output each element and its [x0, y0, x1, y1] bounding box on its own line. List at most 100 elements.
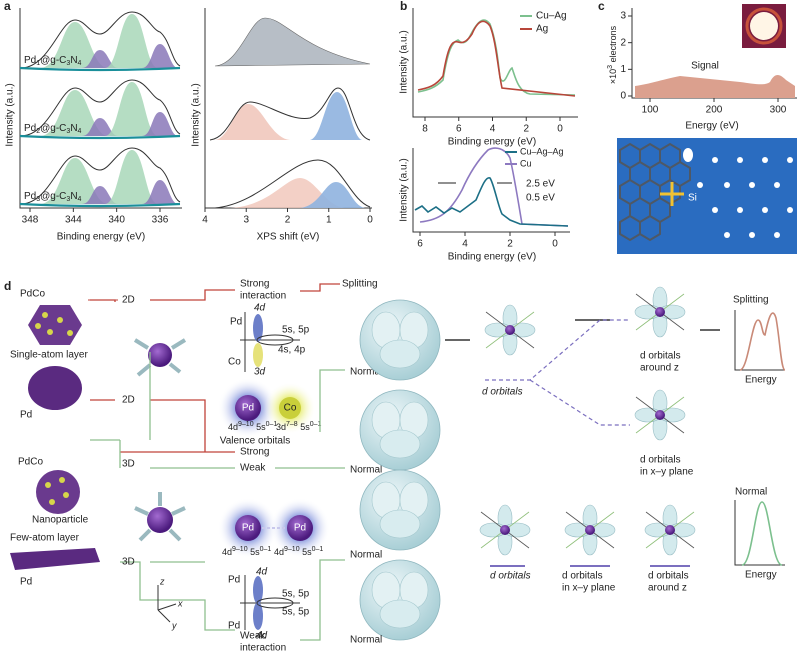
shape: [240, 575, 300, 630]
group: 6 4 2 0: [417, 232, 558, 250]
orbital: [634, 389, 686, 441]
panel-letter: a: [4, 0, 11, 13]
cluster: [28, 366, 82, 410]
shape: [59, 477, 65, 483]
orbital: [634, 286, 686, 338]
label: Pd: [20, 577, 32, 588]
label: Normal: [350, 550, 382, 561]
shape: [63, 492, 69, 498]
atom-label: Co: [284, 403, 297, 414]
curve: [417, 20, 576, 97]
text-part: 4d: [274, 547, 284, 557]
orbital: [479, 504, 531, 556]
script-part: 3: [66, 196, 70, 203]
atom-label: Pd: [294, 523, 306, 534]
orbital-sphere: [359, 299, 441, 381]
shape: [157, 585, 177, 623]
script-part: 9–10: [284, 546, 300, 553]
sample-label: Pd2@g-C3N4: [24, 123, 82, 136]
text-part: 5s: [254, 422, 267, 432]
label: 4s, 4p: [278, 345, 306, 356]
spectrum: [214, 17, 371, 67]
peak: [310, 92, 362, 140]
config: 3d7–8 5s0–1: [276, 421, 322, 432]
label: 3d: [254, 367, 266, 378]
script-part: 3: [36, 196, 40, 203]
group: [45, 477, 69, 505]
x-label: Binding energy (eV): [57, 232, 145, 243]
shape: [774, 182, 780, 188]
shape: [253, 314, 263, 342]
label: around z: [648, 583, 687, 594]
script-part: 9–10: [232, 546, 248, 553]
x-tick-label: 4: [462, 239, 468, 250]
dimension: 2D: [122, 395, 135, 406]
shape: [485, 319, 630, 426]
script-part: 0–1: [310, 421, 322, 428]
y-label: Intensity (a.u.): [5, 83, 16, 146]
script-part: 0–1: [260, 546, 272, 553]
label: Pd: [228, 575, 240, 586]
atom-label: Si: [688, 193, 697, 204]
label: Weak: [240, 631, 266, 642]
group: 348 344 340 336: [22, 208, 169, 226]
shape: [787, 207, 793, 213]
shape: [734, 310, 785, 371]
dimension: 2D: [122, 295, 135, 306]
shape: [90, 299, 116, 401]
text-part: electrons: [608, 25, 618, 65]
shape: [774, 232, 780, 238]
label: Co: [228, 357, 241, 368]
axis: [412, 8, 578, 118]
x-tick-label: 344: [65, 215, 82, 226]
shape: [787, 157, 793, 163]
x-tick-label: 336: [152, 215, 169, 226]
group: 8 6 4 2 0: [422, 117, 563, 135]
atom: [148, 343, 172, 367]
label: Normal: [350, 465, 382, 476]
script-part: 2: [36, 128, 40, 135]
orbital-sphere: [359, 389, 441, 471]
axis-label: y: [171, 620, 177, 630]
y-tick-label: 1: [620, 64, 626, 75]
text-part: N: [70, 55, 77, 66]
shape: [35, 323, 41, 329]
text-part: 3: [607, 65, 614, 69]
shape: [120, 289, 235, 453]
shape: [256, 334, 294, 346]
group: 100 200 300: [642, 98, 787, 116]
dimension: 3D: [122, 557, 135, 568]
x-tick-label: 200: [706, 105, 723, 116]
label: Normal: [735, 487, 767, 498]
shape: [749, 182, 755, 188]
shape: [253, 602, 263, 630]
label: Splitting: [733, 295, 769, 306]
shape: [683, 148, 693, 162]
shape: [300, 283, 340, 292]
curve: [414, 177, 569, 227]
label: d orbitals: [640, 351, 681, 362]
script-part: 3: [66, 60, 70, 67]
text-part: N: [70, 123, 77, 134]
text-part: @g-C: [40, 55, 66, 66]
legend-label: Cu: [520, 158, 532, 168]
legend-label: Cu–Ag: [536, 11, 567, 22]
text-part: Pd: [24, 123, 36, 134]
config: 4d9–10 5s0–1: [228, 421, 277, 432]
x-tick-label: 8: [422, 124, 428, 135]
panel-letter: d: [4, 279, 11, 293]
script-part: 4: [78, 60, 82, 67]
legend-label: Ag: [536, 24, 548, 35]
text-part: Pd: [24, 191, 36, 202]
shape: [240, 312, 300, 372]
shape: [45, 482, 51, 488]
x-label: Binding energy (eV): [448, 252, 536, 263]
axis: [19, 8, 182, 209]
label: around z: [640, 363, 679, 374]
label: Nanoparticle: [32, 515, 89, 526]
x-tick-label: 100: [642, 105, 659, 116]
x-tick-label: 2: [523, 124, 529, 135]
y-tick-label: 0: [620, 91, 626, 102]
text-part: 5s: [248, 547, 261, 557]
